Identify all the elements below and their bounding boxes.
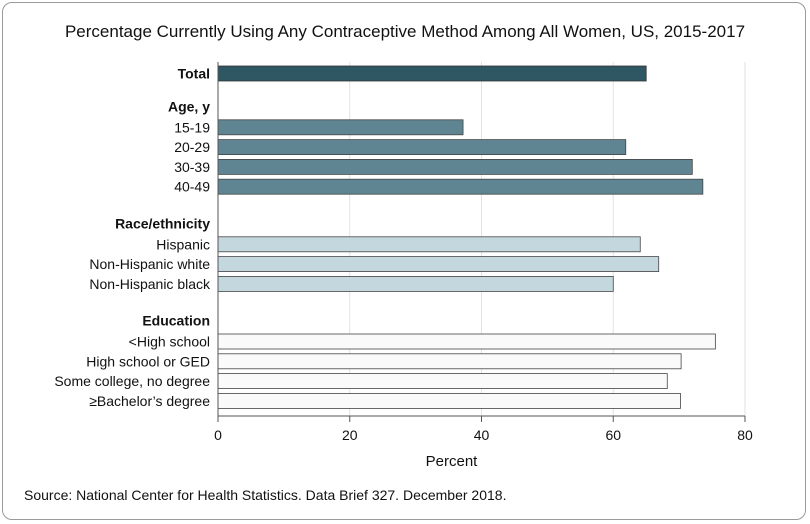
category-labels: Total Age, y 15-19 20-29 30-39 40-49 Race/ethn…	[54, 66, 211, 409]
x-tick-label-20: 20	[342, 427, 358, 443]
bar-3-2	[217, 373, 668, 390]
group-label-total: Total	[178, 66, 210, 82]
bar-1-0	[217, 119, 464, 136]
group-header-1: Age, y	[168, 99, 210, 115]
bar-3-1	[217, 353, 682, 370]
x-tick-label-80: 80	[737, 427, 753, 443]
bar-3-0	[217, 333, 716, 350]
category-label-3-0: <High school	[129, 334, 210, 350]
bar-3-3	[217, 392, 681, 409]
bar-2-2	[217, 275, 614, 292]
bar-1-2	[217, 158, 693, 175]
source-note: Source: National Center for Health Stati…	[24, 487, 507, 503]
x-axis-label: Percent	[426, 453, 479, 470]
bars	[217, 65, 716, 409]
category-label-3-1: High school or GED	[86, 353, 210, 369]
category-label-3-3: ≥Bachelor’s degree	[89, 393, 210, 409]
category-label-2-0: Hispanic	[156, 236, 210, 252]
category-label-1-0: 15-19	[174, 119, 210, 135]
chart-title: Percentage Currently Using Any Contracep…	[64, 22, 746, 41]
bar-1-3	[217, 178, 704, 195]
category-label-1-1: 20-29	[174, 139, 210, 155]
bar-1-1	[217, 139, 627, 156]
group-header-2: Race/ethnicity	[115, 216, 210, 232]
x-tick-label-0: 0	[214, 427, 222, 443]
bar-2-1	[217, 256, 660, 273]
x-tick-label-40: 40	[474, 427, 490, 443]
bar-2-0	[217, 236, 641, 253]
group-header-3: Education	[142, 313, 210, 329]
category-label-1-3: 40-49	[174, 179, 210, 195]
category-label-1-2: 30-39	[174, 159, 210, 175]
bar-total	[217, 65, 647, 82]
category-label-3-2: Some college, no degree	[54, 373, 210, 389]
bar-chart: Total Age, y 15-19 20-29 30-39 40-49 Race/ethn…	[54, 62, 753, 470]
x-axis: 0 20 40 60 80 Percent	[214, 62, 753, 470]
x-tick-label-60: 60	[605, 427, 621, 443]
category-label-2-2: Non-Hispanic black	[89, 276, 211, 292]
category-label-2-1: Non-Hispanic white	[89, 256, 210, 272]
